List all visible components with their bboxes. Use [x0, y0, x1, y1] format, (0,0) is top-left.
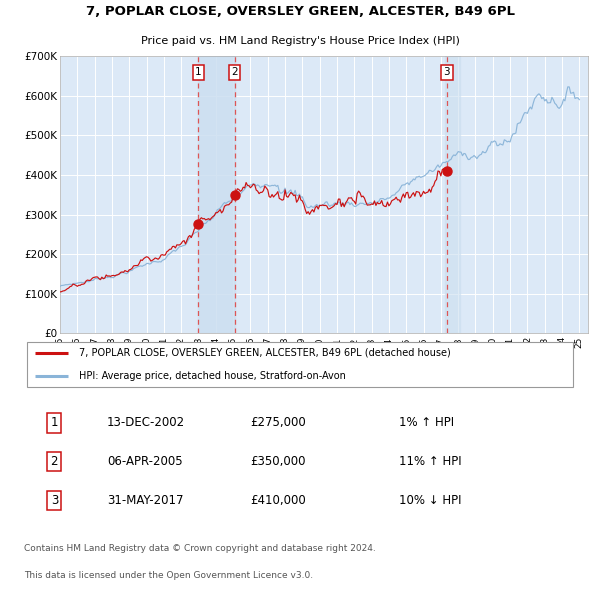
Text: 1: 1	[195, 67, 202, 77]
Text: 11% ↑ HPI: 11% ↑ HPI	[400, 455, 462, 468]
Text: 31-MAY-2017: 31-MAY-2017	[107, 494, 184, 507]
Text: 13-DEC-2002: 13-DEC-2002	[106, 417, 185, 430]
Text: 7, POPLAR CLOSE, OVERSLEY GREEN, ALCESTER, B49 6PL: 7, POPLAR CLOSE, OVERSLEY GREEN, ALCESTE…	[86, 5, 515, 18]
Bar	[445, 56, 460, 333]
Text: 7, POPLAR CLOSE, OVERSLEY GREEN, ALCESTER, B49 6PL (detached house): 7, POPLAR CLOSE, OVERSLEY GREEN, ALCESTE…	[79, 348, 451, 358]
Text: HPI: Average price, detached house, Stratford-on-Avon: HPI: Average price, detached house, Stra…	[79, 371, 346, 381]
Text: 2: 2	[50, 455, 58, 468]
Text: 06-APR-2005: 06-APR-2005	[107, 455, 183, 468]
Text: 1: 1	[50, 417, 58, 430]
Text: Contains HM Land Registry data © Crown copyright and database right 2024.: Contains HM Land Registry data © Crown c…	[24, 545, 376, 553]
Text: Price paid vs. HM Land Registry's House Price Index (HPI): Price paid vs. HM Land Registry's House …	[140, 37, 460, 47]
Text: 10% ↓ HPI: 10% ↓ HPI	[400, 494, 462, 507]
Text: 1% ↑ HPI: 1% ↑ HPI	[400, 417, 454, 430]
Text: £350,000: £350,000	[250, 455, 305, 468]
Text: £275,000: £275,000	[250, 417, 306, 430]
Text: 3: 3	[443, 67, 450, 77]
Bar	[199, 56, 235, 333]
Text: This data is licensed under the Open Government Licence v3.0.: This data is licensed under the Open Gov…	[24, 571, 313, 580]
Text: £410,000: £410,000	[250, 494, 306, 507]
Text: 2: 2	[231, 67, 238, 77]
FancyBboxPatch shape	[27, 342, 573, 387]
Text: 3: 3	[50, 494, 58, 507]
